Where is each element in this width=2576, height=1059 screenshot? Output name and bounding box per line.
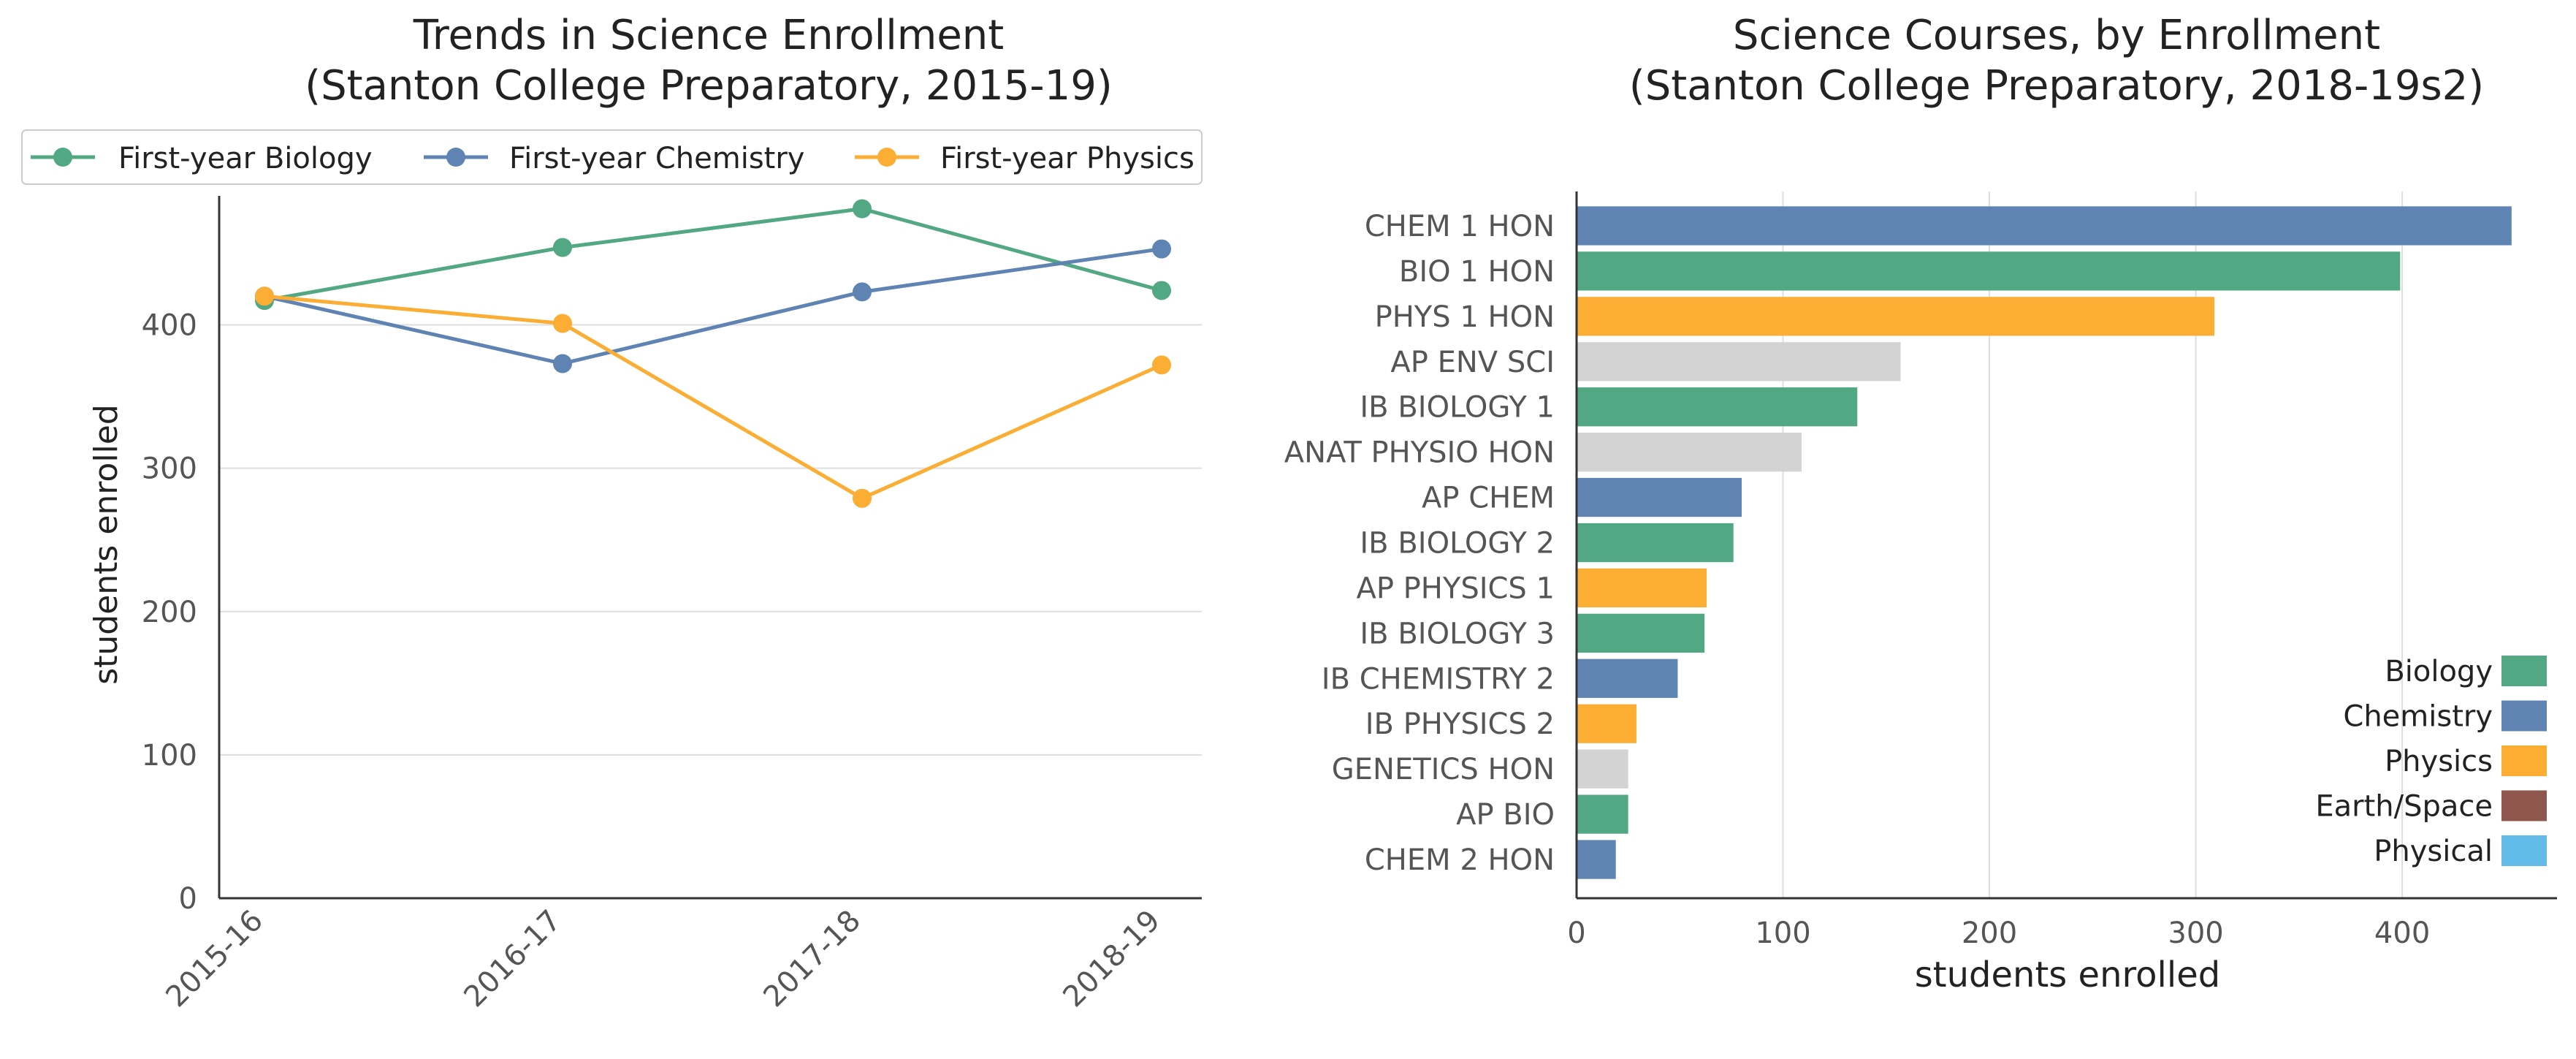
bar-genetics-hon <box>1577 749 1628 789</box>
data-point-first-year-physics-2018-19 <box>1152 355 1171 375</box>
category-label-ib-biology-3: IB BIOLOGY 3 <box>1360 617 1555 650</box>
bar-ap-bio <box>1577 794 1628 834</box>
category-label-chem-1-hon: CHEM 1 HON <box>1365 210 1555 243</box>
y-tick-label-400: 400 <box>142 309 197 343</box>
legend-label-chemistry: Chemistry <box>2343 700 2493 734</box>
category-label-anat-physio-hon: ANAT PHYSIO HON <box>1284 436 1555 470</box>
bar-anat-physio-hon <box>1577 433 1802 472</box>
bar-chart-category-labels: CHEM 1 HON BIO 1 HON PHYS 1 HON AP ENV SCI I… <box>1284 210 1555 877</box>
category-label-ib-biology-2: IB BIOLOGY 2 <box>1360 527 1555 561</box>
data-point-first-year-chemistry-2017-18 <box>853 282 872 302</box>
bar-chart-title: Science Courses, by Enrollment <box>1733 12 2380 59</box>
bar-chart-legend: Biology Chemistry Physics Earth/Space Physic… <box>2315 655 2547 868</box>
data-point-first-year-physics-2015-16 <box>255 286 274 306</box>
bar-phys-1-hon <box>1577 297 2215 336</box>
bar-chart-x-axis-label: students enrolled <box>1915 954 2220 995</box>
x-tick-label-2016-17: 2016-17 <box>457 904 568 1014</box>
legend-swatch-chemistry <box>2501 700 2547 732</box>
y-tick-label-200: 200 <box>142 596 197 629</box>
data-point-first-year-physics-2017-18 <box>853 488 872 508</box>
line-chart-legend: First-year Biology First-year Chemistry … <box>21 129 1203 185</box>
series-line-first-year-physics <box>264 294 1163 501</box>
legend-swatch-physics <box>2501 745 2547 776</box>
legend-label-biology: Biology <box>2385 655 2493 688</box>
bar-chart-subtitle: (Stanton College Preparatory, 2018-19s2) <box>1629 62 2484 110</box>
y-tick-label-300: 300 <box>142 452 197 486</box>
category-label-ap-bio: AP BIO <box>1456 798 1555 832</box>
category-label-bio-1-hon: BIO 1 HON <box>1399 255 1555 289</box>
x-tick-label-400: 400 <box>2374 916 2430 950</box>
category-label-ib-chemistry-2: IB CHEMISTRY 2 <box>1322 662 1555 696</box>
x-tick-label-2018-19: 2018-19 <box>1056 904 1167 1014</box>
bar-chart-bars <box>1577 206 2512 879</box>
x-tick-label-100: 100 <box>1755 916 1810 950</box>
series-line-first-year-chemistry <box>264 247 1162 365</box>
legend-marker-chemistry <box>446 148 465 167</box>
x-tick-label-300: 300 <box>2168 916 2223 950</box>
legend-entry-biology: First-year Biology <box>31 142 373 175</box>
category-label-genetics-hon: GENETICS HON <box>1332 753 1555 786</box>
legend-label-physical: Physical <box>2374 835 2493 868</box>
bar-ap-chem <box>1577 477 1742 517</box>
data-point-first-year-chemistry-2018-19 <box>1152 239 1171 259</box>
bar-ap-physics-1 <box>1577 568 1707 608</box>
category-label-phys-1-hon: PHYS 1 HON <box>1375 300 1555 334</box>
legend-label-physics: Physics <box>2385 745 2493 778</box>
y-tick-label-100: 100 <box>142 739 197 773</box>
line-chart-title: Trends in Science Enrollment <box>413 12 1004 59</box>
line-chart: Trends in Science Enrollment (Stanton Co… <box>21 12 1203 1014</box>
bar-ap-env-sci <box>1577 342 1901 382</box>
bar-ib-biology-2 <box>1577 523 1734 563</box>
bar-ib-chemistry-2 <box>1577 658 1678 698</box>
legend-entry-physics: First-year Physics <box>855 142 1194 175</box>
legend-swatch-earth-space <box>2501 790 2547 821</box>
data-point-first-year-biology-2016-17 <box>553 238 572 257</box>
line-chart-subtitle: (Stanton College Preparatory, 2015-19) <box>305 62 1112 110</box>
data-point-first-year-physics-2016-17 <box>553 314 572 333</box>
y-tick-label-0: 0 <box>179 882 197 916</box>
bar-ib-biology-3 <box>1577 613 1705 653</box>
series-line-first-year-biology <box>264 207 1162 303</box>
legend-marker-biology <box>53 148 72 167</box>
bar-ib-biology-1 <box>1577 387 1858 427</box>
data-point-first-year-chemistry-2016-17 <box>553 354 572 373</box>
x-tick-label-2015-16: 2015-16 <box>159 904 270 1014</box>
category-label-ap-env-sci: AP ENV SCI <box>1390 346 1555 379</box>
line-chart-gridlines <box>219 324 1202 756</box>
line-chart-y-tick-labels: 0 100 200 300 400 <box>142 309 197 916</box>
category-label-ib-physics-2: IB PHYSICS 2 <box>1365 707 1555 741</box>
line-chart-y-axis-label: students enrolled <box>88 404 125 685</box>
category-label-ap-chem: AP CHEM <box>1422 482 1555 515</box>
x-tick-label-2017-18: 2017-18 <box>757 904 867 1014</box>
legend-swatch-physical <box>2501 835 2547 866</box>
data-point-first-year-biology-2018-19 <box>1152 281 1171 300</box>
bar-ib-physics-2 <box>1577 704 1636 743</box>
legend-swatch-biology <box>2501 656 2547 686</box>
line-chart-x-tick-labels: 2015-16 2016-17 2017-18 2018-19 <box>159 904 1167 1014</box>
legend-label-biology: First-year Biology <box>118 142 373 175</box>
bar-chem-1-hon <box>1577 206 2512 246</box>
bar-chart-x-tick-labels: 0 100 200 300 400 <box>1567 916 2430 950</box>
bar-chart: Science Courses, by Enrollment (Stanton … <box>1284 12 2557 995</box>
bar-chem-2-hon <box>1577 840 1616 879</box>
legend-label-chemistry: First-year Chemistry <box>509 142 804 175</box>
line-chart-series <box>255 199 1171 508</box>
legend-label-earth-space: Earth/Space <box>2315 790 2493 824</box>
category-label-chem-2-hon: CHEM 2 HON <box>1365 843 1555 877</box>
bar-bio-1-hon <box>1577 251 2401 291</box>
category-label-ap-physics-1: AP PHYSICS 1 <box>1356 572 1555 605</box>
legend-frame <box>21 129 1203 185</box>
legend-label-physics: First-year Physics <box>940 142 1194 175</box>
legend-entry-chemistry: First-year Chemistry <box>424 142 804 175</box>
x-tick-label-200: 200 <box>1962 916 2017 950</box>
category-label-ib-biology-1: IB BIOLOGY 1 <box>1360 391 1555 425</box>
x-tick-label-0: 0 <box>1567 916 1585 950</box>
data-point-first-year-biology-2017-18 <box>853 199 872 219</box>
legend-marker-physics <box>877 148 896 167</box>
